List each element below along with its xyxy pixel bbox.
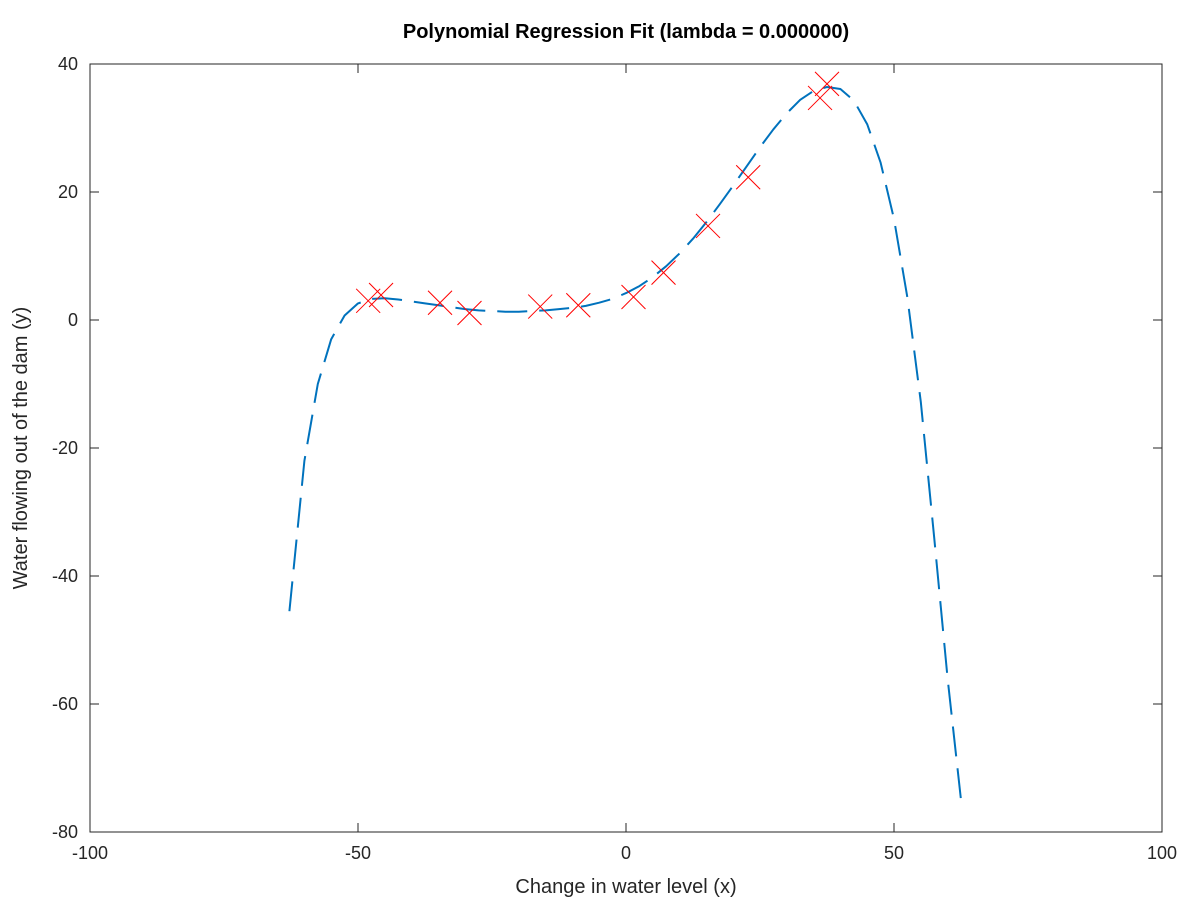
marker-stroke <box>427 290 453 316</box>
data-point-marker <box>651 260 676 285</box>
data-point-marker <box>807 85 833 111</box>
y-tick-label: -20 <box>52 438 78 458</box>
x-axis-label: Change in water level (x) <box>515 876 736 898</box>
x-tick-label: -50 <box>345 843 371 863</box>
fit-curve <box>288 86 962 801</box>
data-point-marker <box>735 164 761 190</box>
data-point-marker <box>695 213 721 239</box>
chart-title: Polynomial Regression Fit (lambda = 0.00… <box>403 21 849 43</box>
marker-stroke <box>527 294 553 319</box>
marker-stroke <box>807 85 833 111</box>
y-tick-label: 0 <box>68 310 78 330</box>
marker-stroke <box>814 71 840 97</box>
y-tick-label: 20 <box>58 182 78 202</box>
x-tick-label: 50 <box>884 843 904 863</box>
marker-stroke <box>651 260 676 285</box>
y-tick-label: 40 <box>58 54 78 74</box>
marker-stroke <box>368 282 394 308</box>
data-point-marker <box>457 300 482 326</box>
marker-stroke <box>457 300 482 326</box>
x-tick-label: -100 <box>72 843 108 863</box>
data-point-marker <box>368 282 394 308</box>
data-point-marker <box>527 294 553 319</box>
marker-stroke <box>735 164 761 190</box>
marker-stroke <box>621 284 646 310</box>
data-point-marker <box>814 71 840 97</box>
data-point-marker <box>427 290 453 316</box>
data-point-marker <box>621 284 646 310</box>
y-tick-label: -40 <box>52 566 78 586</box>
y-tick-label: -80 <box>52 822 78 842</box>
x-tick-label: 0 <box>621 843 631 863</box>
marker-stroke <box>355 288 381 314</box>
marker-stroke <box>565 292 591 318</box>
data-point-marker <box>355 288 381 314</box>
plot-area: -100 -50 0 50 100 -80 -60 -40 -20 0 20 40 <box>52 54 1177 863</box>
y-tick-label: -60 <box>52 694 78 714</box>
x-tick-label: 100 <box>1147 843 1177 863</box>
y-axis-label: Water flowing out of the dam (y) <box>10 307 32 590</box>
marker-stroke <box>695 213 721 239</box>
data-point-marker <box>565 292 591 318</box>
